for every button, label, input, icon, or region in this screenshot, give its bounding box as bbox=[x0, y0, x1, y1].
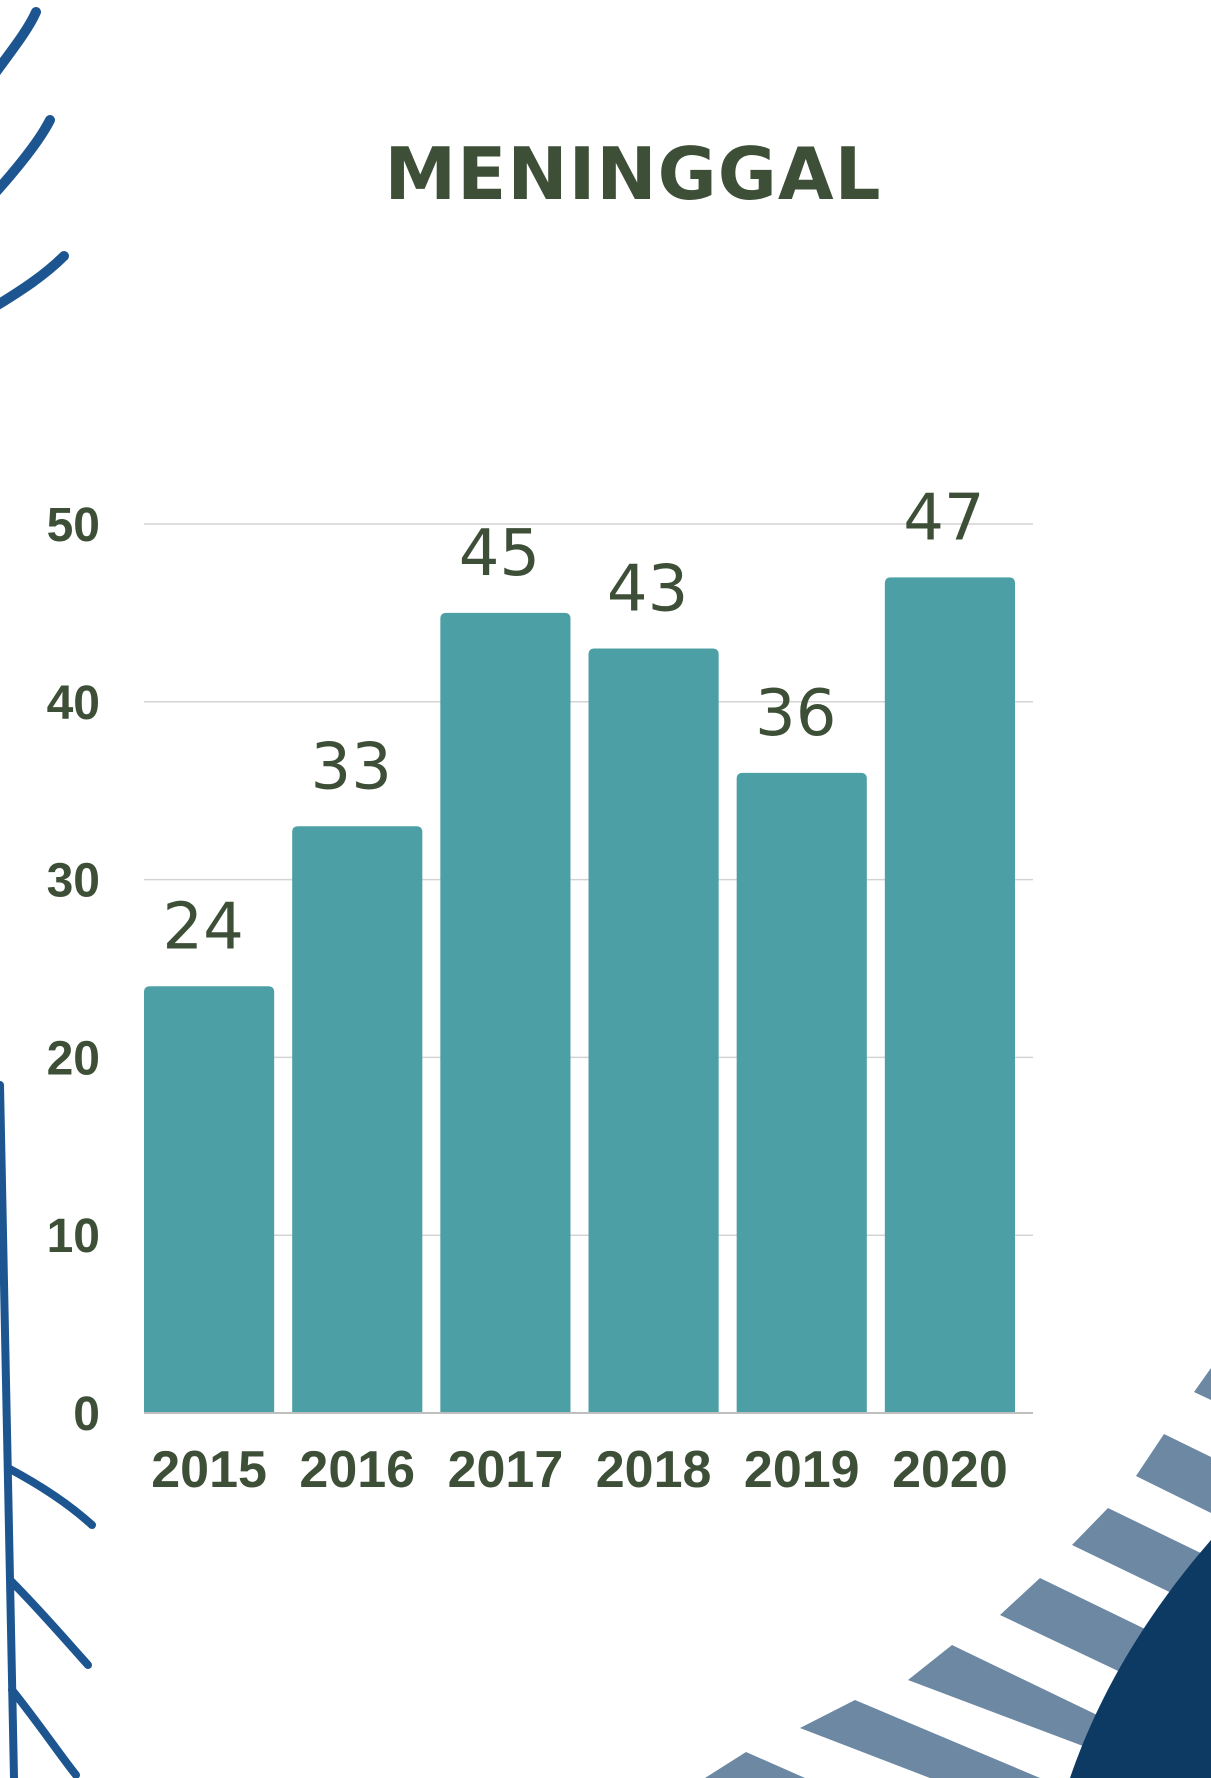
x-axis-ticks: 2015 2016 2017 2018 2019 2020 bbox=[151, 1441, 1008, 1499]
x-tick-label: 2018 bbox=[596, 1441, 712, 1499]
bar-value-label: 47 bbox=[903, 481, 984, 555]
bars bbox=[144, 577, 1015, 1413]
bar-value-label: 36 bbox=[755, 677, 836, 751]
x-tick-label: 2019 bbox=[744, 1441, 860, 1499]
chart-title: MENINGGAL bbox=[385, 132, 882, 216]
bar-value-label: 24 bbox=[162, 890, 243, 964]
y-axis-ticks: 0 10 20 30 40 50 bbox=[47, 499, 100, 1441]
decorative-navy-shape bbox=[1070, 1540, 1211, 1778]
x-tick-label: 2017 bbox=[448, 1441, 564, 1499]
bar-2019 bbox=[736, 772, 867, 1413]
bar-2018 bbox=[588, 648, 719, 1413]
decorative-branch-bottom-left bbox=[0, 1081, 96, 1778]
x-tick-label: 2020 bbox=[892, 1441, 1008, 1499]
y-tick-label: 0 bbox=[73, 1388, 100, 1441]
y-tick-label: 40 bbox=[47, 677, 100, 730]
bar-2016 bbox=[292, 826, 423, 1413]
bar-2017 bbox=[440, 612, 571, 1413]
decorative-leaf-top-left bbox=[0, 7, 69, 310]
bar-2020 bbox=[884, 577, 1015, 1413]
bar-2015 bbox=[144, 986, 275, 1413]
y-tick-label: 50 bbox=[47, 499, 100, 552]
y-tick-label: 20 bbox=[47, 1032, 100, 1085]
x-tick-label: 2015 bbox=[151, 1441, 267, 1499]
x-tick-label: 2016 bbox=[299, 1441, 415, 1499]
bar-value-label: 33 bbox=[311, 730, 392, 804]
bar-value-label: 43 bbox=[607, 552, 688, 626]
y-tick-label: 30 bbox=[47, 855, 100, 908]
bar-value-label: 45 bbox=[459, 517, 540, 591]
y-tick-label: 10 bbox=[47, 1210, 100, 1263]
bar-value-labels: 24 33 45 43 36 47 bbox=[162, 481, 984, 964]
